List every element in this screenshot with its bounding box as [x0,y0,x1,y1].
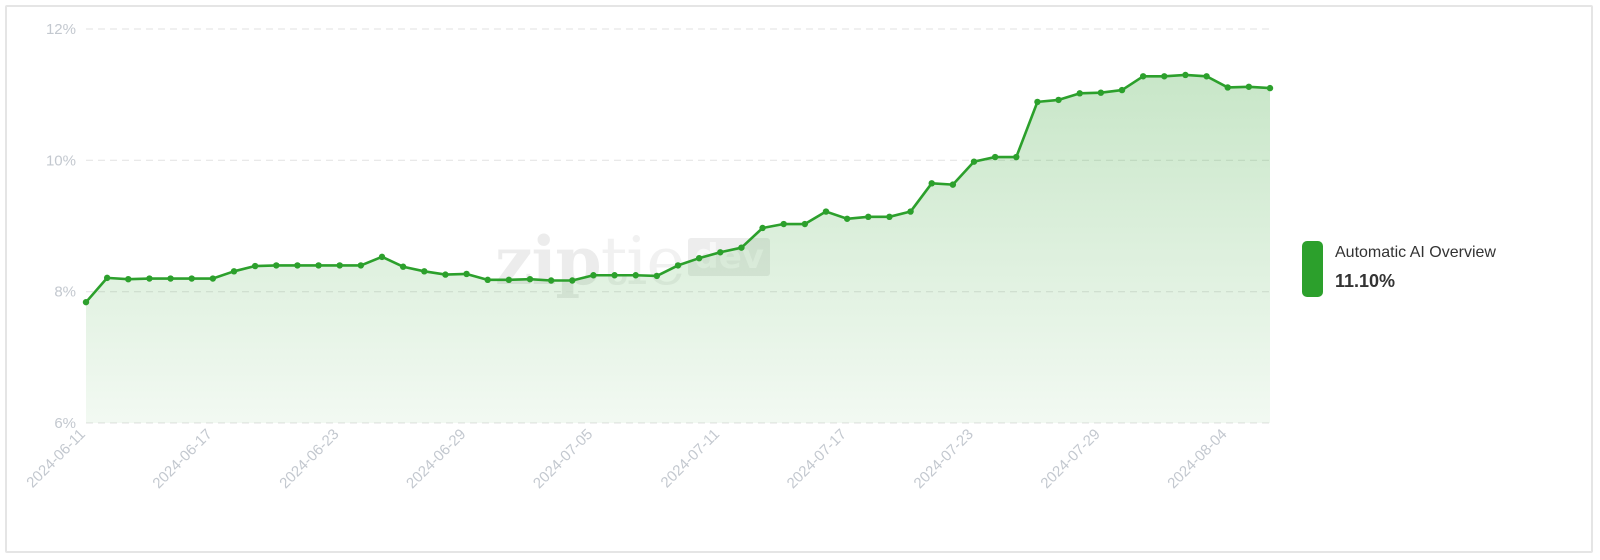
data-point [717,249,724,256]
data-point [759,224,766,232]
data-point [1224,84,1231,91]
data-point [378,253,386,261]
data-point [273,262,280,269]
data-point [230,268,238,275]
data-point [611,272,618,279]
data-point [653,272,661,280]
x-tick-label: 2024-06-23 [276,426,342,492]
data-point [188,275,195,282]
data-point [1055,96,1062,104]
data-point [421,268,428,275]
data-point [1139,73,1147,80]
data-point [970,158,978,165]
series-points [82,71,1274,306]
data-point [822,208,830,215]
y-tick-label: 10% [46,152,76,169]
data-point [167,275,174,282]
data-point [928,180,935,187]
data-point [82,298,90,306]
y-axis-ticks: 6% 8% 10% 12% [46,21,76,432]
data-point [1182,71,1189,79]
data-point [463,270,470,278]
data-point [294,262,301,269]
y-tick-label: 12% [46,21,76,38]
data-point [1118,86,1126,94]
data-point [991,153,999,161]
legend-series-value: 11.10% [1335,271,1396,291]
data-point [125,275,132,283]
data-point [1161,73,1168,80]
data-point [399,263,407,270]
x-tick-label: 2024-06-17 [149,426,215,492]
data-point [103,274,111,282]
data-point [801,220,809,228]
data-point [526,275,534,283]
data-point [146,275,153,282]
data-point [315,262,322,269]
x-tick-label: 2024-07-17 [784,426,850,492]
data-point [1203,73,1210,80]
x-tick-label: 2024-07-23 [911,426,977,492]
data-point [1245,83,1253,90]
x-tick-label: 2024-08-04 [1164,426,1230,492]
x-tick-label: 2024-07-05 [530,426,596,492]
data-point [209,275,217,282]
data-point [843,215,851,222]
data-point [907,208,914,215]
data-point [1013,153,1020,161]
data-point [695,254,703,262]
data-point [674,262,682,269]
series-area-fill [86,74,1270,423]
data-point [590,272,597,279]
y-tick-label: 6% [54,415,76,432]
data-point [632,272,639,279]
data-point [547,277,555,284]
legend-swatch [1302,241,1323,297]
data-point [505,276,513,284]
data-point [738,244,745,251]
data-point [780,220,787,228]
data-point [886,213,893,221]
data-point [949,181,957,188]
data-point [357,262,365,269]
data-point [442,271,449,278]
data-point [1076,90,1083,97]
data-point [484,276,491,284]
data-point [1034,98,1041,106]
data-point [251,262,259,270]
x-tick-label: 2024-06-29 [403,426,469,492]
x-tick-label: 2024-07-29 [1037,426,1103,492]
x-axis-ticks: 2024-06-11 2024-06-17 2024-06-23 2024-06-29… [23,426,1230,492]
legend-series-name: Automatic AI Overview [1335,244,1496,261]
x-tick-label: 2024-07-11 [658,426,723,491]
data-point [1097,89,1105,96]
x-tick-label: 2024-06-11 [23,426,88,491]
data-point [1266,84,1274,92]
data-point [569,277,576,284]
y-tick-label: 8% [54,284,76,301]
data-point [865,213,872,221]
data-point [336,262,343,269]
